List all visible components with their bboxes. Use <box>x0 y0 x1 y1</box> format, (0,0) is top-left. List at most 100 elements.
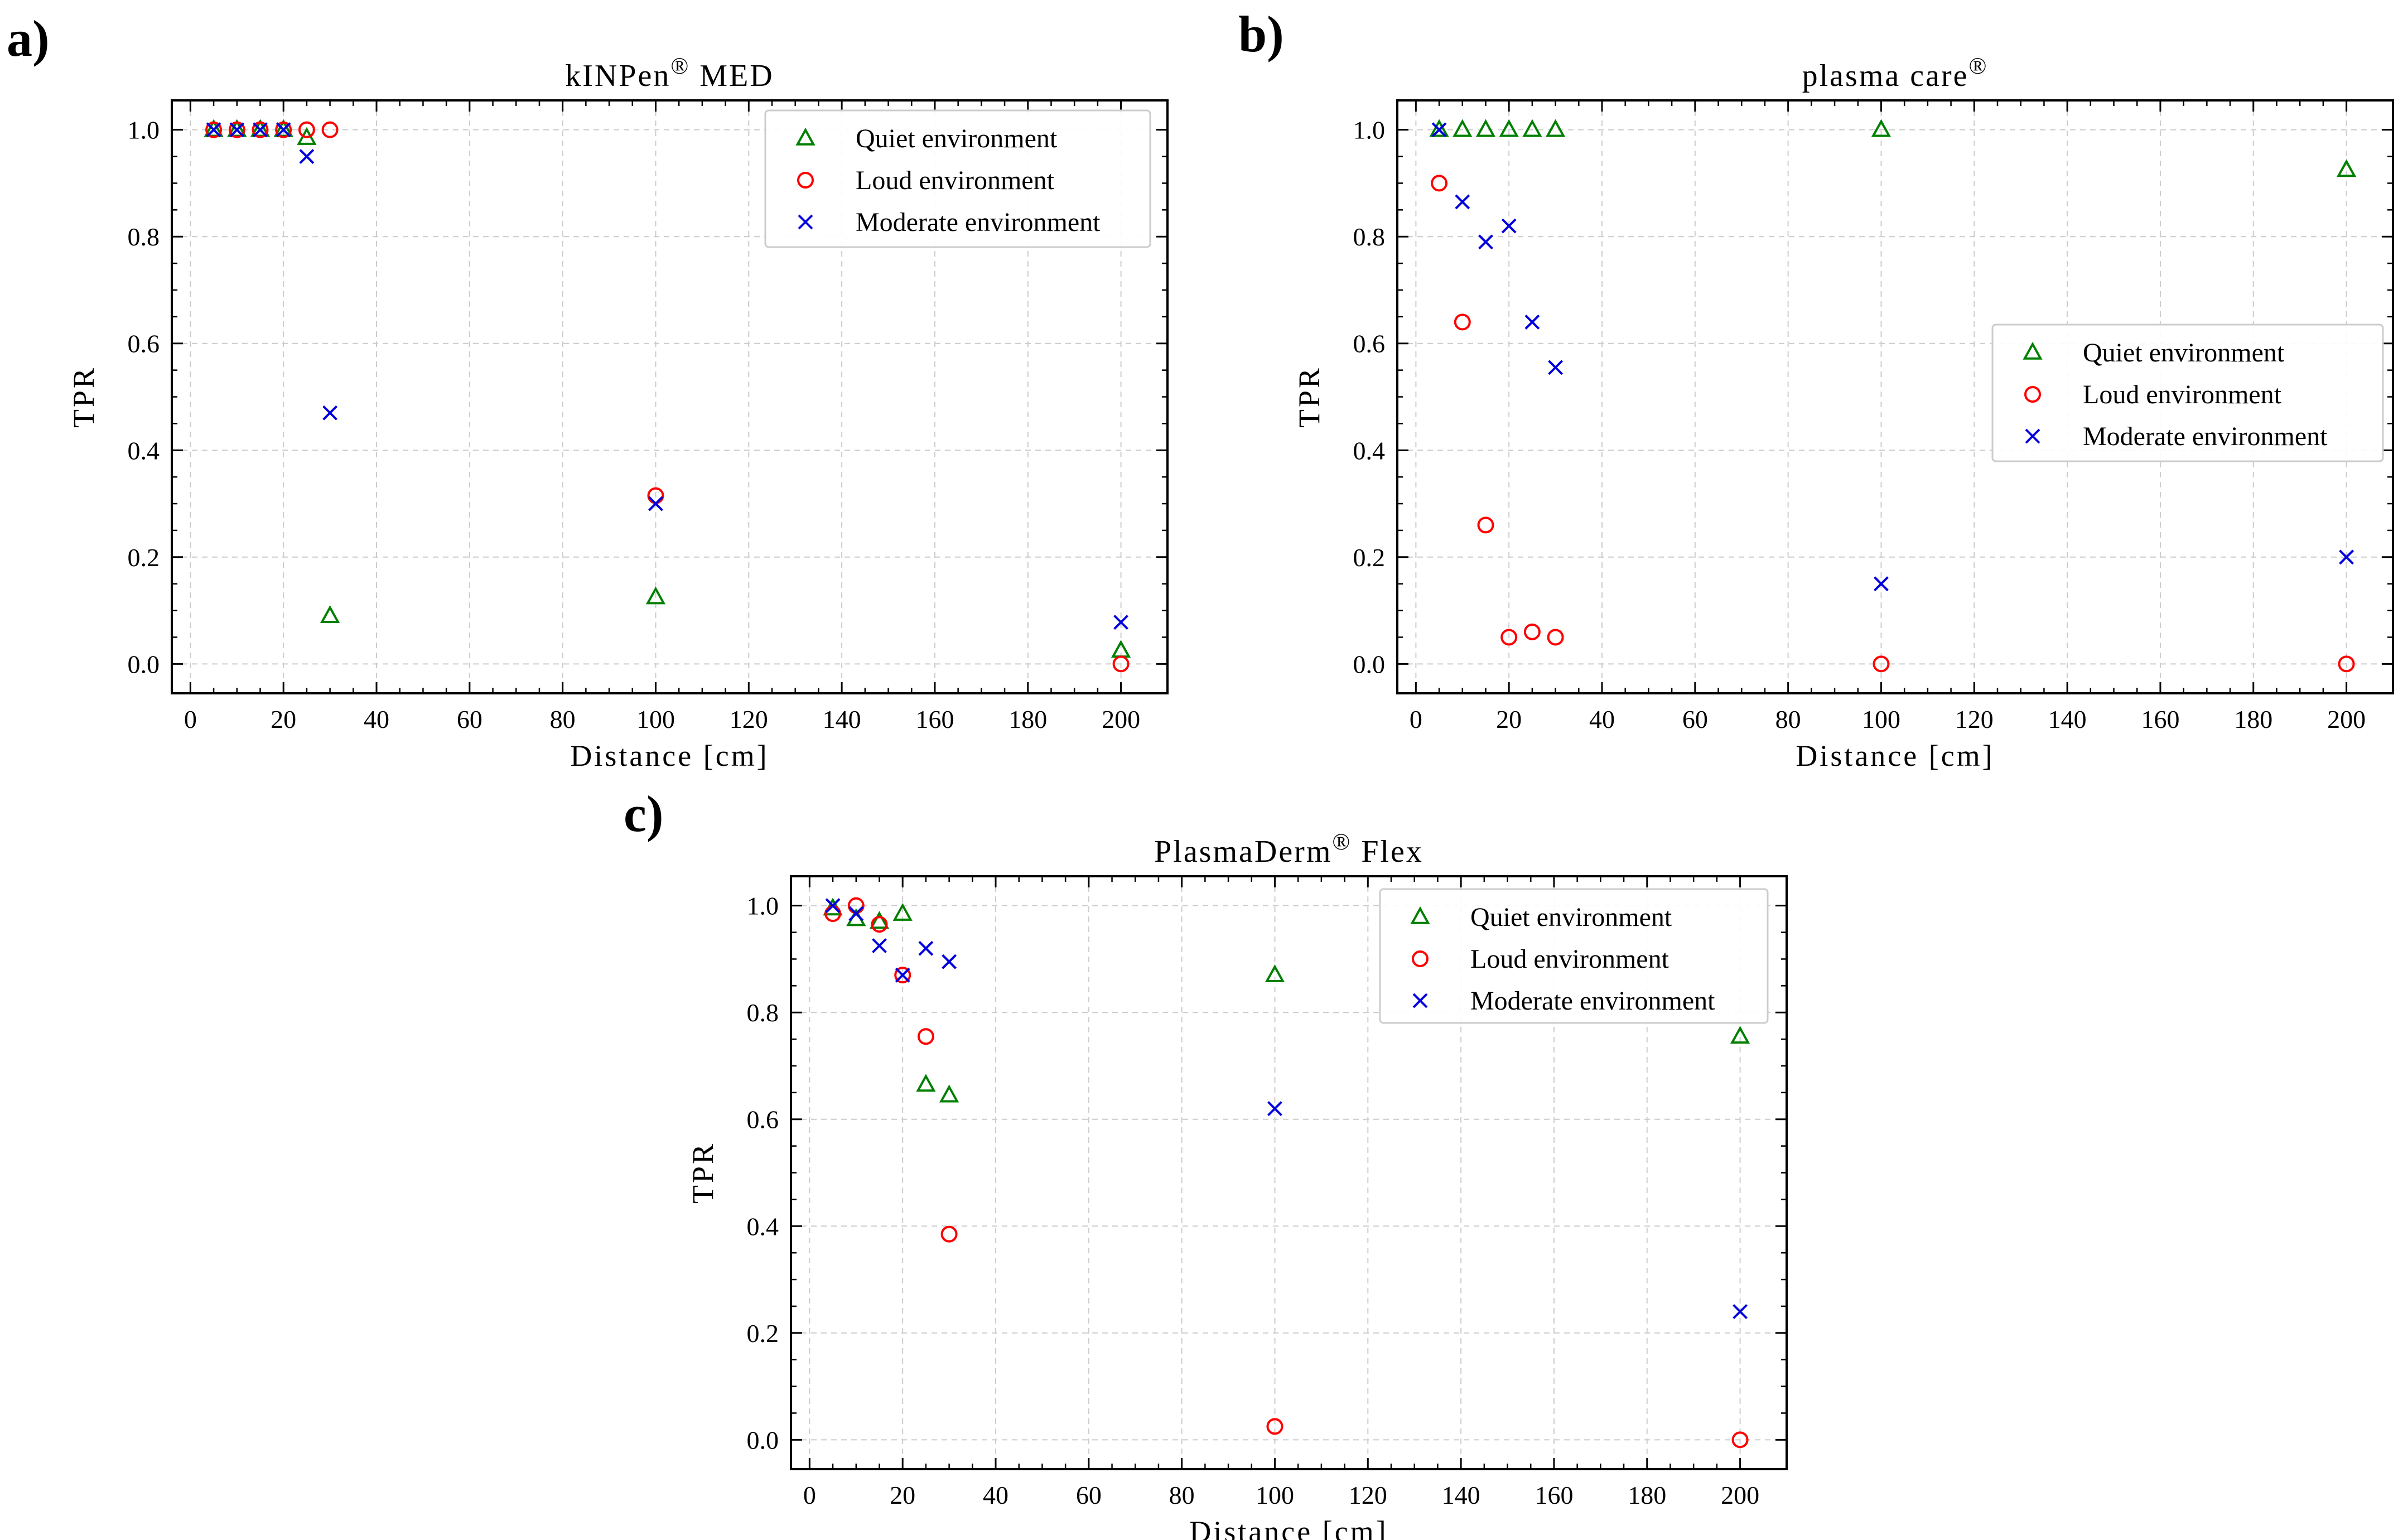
x-tick-label: 100 <box>636 705 675 733</box>
loud-data-point <box>940 1225 958 1243</box>
moderate-data-point <box>299 149 315 164</box>
legend-box <box>764 109 1151 248</box>
x-tick-label: 20 <box>890 1481 915 1509</box>
x-tick-label: 40 <box>983 1481 1009 1509</box>
y-tick-label: 0.4 <box>747 1212 779 1240</box>
x-tick-label: 40 <box>1589 705 1615 733</box>
chart-title-sup: ® <box>670 54 690 79</box>
quiet-data-point <box>1265 964 1285 982</box>
x-tick-label: 160 <box>2141 705 2179 733</box>
panel-label-c: c) <box>624 785 663 842</box>
quiet-data-point <box>1871 119 1891 137</box>
y-tick-label: 0.8 <box>747 998 779 1027</box>
quiet-data-point <box>645 586 666 605</box>
loud-data-point <box>1500 629 1518 646</box>
moderate-data-point <box>1501 218 1517 234</box>
quiet-data-point <box>204 119 224 137</box>
legend: Quiet environment Loud environment Moderat… <box>1991 324 2384 462</box>
y-tick-label: 0.0 <box>128 650 160 678</box>
moderate-data-point <box>1524 315 1540 330</box>
moderate-data-point <box>1548 360 1564 375</box>
chart-title: kINPen® MED <box>565 54 774 93</box>
y-tick-label: 0.6 <box>128 330 160 358</box>
plot-frame <box>1396 99 2394 694</box>
x-tick-label: 100 <box>1256 1481 1294 1509</box>
quiet-data-point <box>1522 119 1542 137</box>
x-tick-label: 140 <box>2048 705 2087 733</box>
moderate-data-point <box>1478 234 1493 250</box>
legend: Quiet environment Loud environment Moderat… <box>764 109 1151 248</box>
x-tick-label: 120 <box>730 705 768 733</box>
loud-data-point <box>2338 655 2355 673</box>
legend-entry-quiet: Quiet environment <box>1470 902 1672 932</box>
x-tick-label: 60 <box>1682 705 1708 733</box>
y-axis-label: TPR <box>686 1142 720 1204</box>
legend-quiet-icon <box>1410 906 1430 924</box>
plot-frame <box>171 99 1169 694</box>
x-tick-label: 80 <box>1169 1481 1195 1509</box>
moderate-data-point <box>872 938 887 953</box>
x-tick-label: 0 <box>184 705 197 733</box>
y-tick-label: 0.2 <box>747 1319 779 1348</box>
x-tick-label: 0 <box>803 1481 816 1509</box>
legend-entry-moderate: Moderate environment <box>856 207 1101 237</box>
y-axis-label: TPR <box>1292 366 1326 428</box>
moderate-data-point <box>1733 1304 1748 1319</box>
x-tick-label: 180 <box>1628 1481 1666 1509</box>
moderate-data-point <box>1431 122 1447 138</box>
x-tick-label: 80 <box>550 705 576 733</box>
y-tick-label: 0.6 <box>747 1105 779 1134</box>
legend-entry-moderate: Moderate environment <box>2083 422 2328 451</box>
moderate-data-point <box>825 898 841 914</box>
y-tick-label: 1.0 <box>747 892 779 920</box>
legend-entry-quiet: Quiet environment <box>2083 338 2285 368</box>
quiet-data-point <box>227 119 247 137</box>
quiet-data-point <box>250 119 271 137</box>
chart-title-main: plasma care <box>1802 59 1969 93</box>
loud-data-point <box>228 121 245 138</box>
x-tick-label: 140 <box>823 705 861 733</box>
legend-entry-loud: Loud environment <box>1470 944 1669 974</box>
x-tick-label: 160 <box>1535 1481 1573 1509</box>
moderate-data-point <box>1874 576 1889 592</box>
loud-data-point <box>1454 313 1471 331</box>
x-tick-label: 120 <box>1349 1481 1387 1509</box>
legend-loud-icon <box>1412 950 1429 967</box>
x-tick-label: 160 <box>915 705 954 733</box>
legend: Quiet environment Loud environment Moderat… <box>1379 888 1769 1024</box>
x-tick-label: 80 <box>1775 705 1801 733</box>
chart-title-suffix: Flex <box>1352 834 1424 869</box>
chart-title: PlasmaDerm® Flex <box>1154 829 1424 869</box>
panel-c: c) 0 20 40 60 80 100 120 140 160 180 200 0.0 0.2 0.4 0… <box>624 785 1788 1540</box>
quiet-data-point <box>869 911 890 929</box>
x-tick-label: 120 <box>1955 705 1994 733</box>
chart-title-sup: ® <box>1332 829 1352 855</box>
x-tick-label: 200 <box>1721 1481 1759 1509</box>
quiet-data-point <box>320 605 340 623</box>
x-tick-label: 100 <box>1862 705 1900 733</box>
x-tick-label: 60 <box>1076 1481 1102 1509</box>
y-tick-label: 0.2 <box>128 543 160 572</box>
moderate-data-point <box>918 940 934 956</box>
loud-data-point <box>252 121 269 138</box>
y-tick-label: 0.6 <box>1353 330 1386 358</box>
legend-moderate-icon <box>798 214 813 230</box>
loud-data-point <box>1431 175 1448 192</box>
legend-entry-quiet: Quiet environment <box>856 124 1058 153</box>
loud-data-point <box>1477 516 1494 534</box>
loud-data-point <box>321 121 339 138</box>
loud-data-point <box>871 916 888 933</box>
legend-moderate-icon <box>2025 428 2040 444</box>
quiet-data-point <box>1475 119 1496 137</box>
quiet-data-point <box>1730 1026 1750 1044</box>
loud-data-point <box>1547 629 1564 646</box>
panel-a: a) 0 20 40 60 80 100 120 140 160 180 200 0.0 0.2 0.4 0… <box>7 10 1169 773</box>
quiet-data-point <box>1429 119 1449 137</box>
loud-data-point <box>1873 655 1890 673</box>
y-tick-label: 0.4 <box>1353 436 1386 465</box>
quiet-data-point <box>939 1084 959 1103</box>
legend-entry-loud: Loud environment <box>2083 380 2282 409</box>
moderate-data-point <box>1113 615 1129 630</box>
chart-title-suffix: MED <box>690 59 774 93</box>
loud-data-point <box>275 121 292 138</box>
